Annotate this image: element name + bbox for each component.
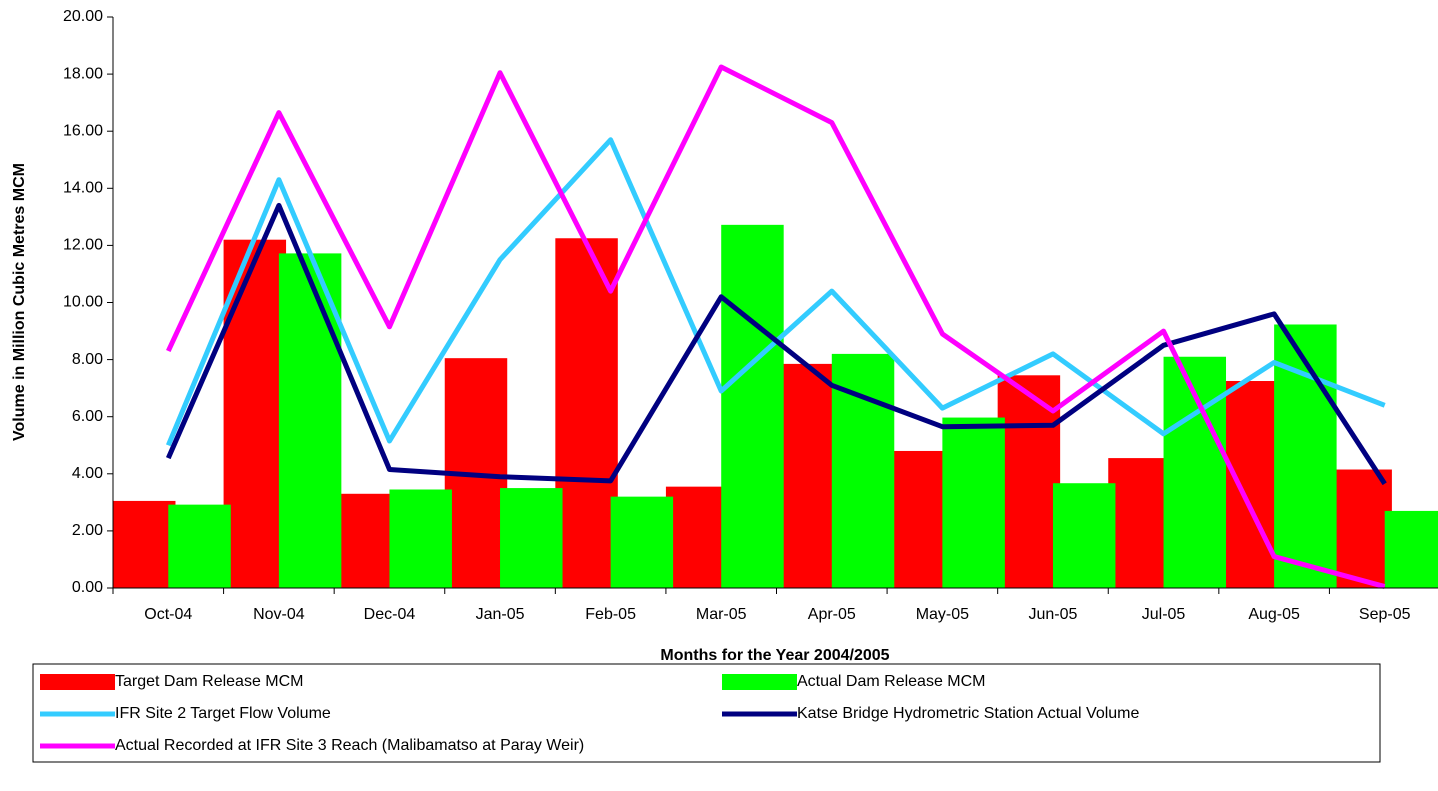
y-tick-label: 2.00 — [72, 522, 103, 539]
y-tick-label: 16.00 — [63, 122, 103, 139]
bar — [610, 496, 674, 588]
legend-swatch — [40, 674, 115, 690]
x-tick-label: Jan-05 — [476, 606, 525, 623]
bar — [113, 500, 176, 588]
y-tick-label: 18.00 — [63, 65, 103, 82]
y-tick-label: 6.00 — [72, 408, 103, 425]
bar — [776, 363, 839, 588]
y-tick-label: 0.00 — [72, 579, 103, 596]
bar — [334, 493, 397, 588]
x-tick-label: Nov-04 — [253, 606, 305, 623]
legend-swatch — [722, 674, 797, 690]
x-tick-label: Sep-05 — [1359, 606, 1411, 623]
x-tick-label: Feb-05 — [585, 606, 636, 623]
bar — [665, 486, 729, 588]
bar — [223, 239, 287, 588]
bar — [1384, 510, 1438, 588]
bar — [942, 417, 1005, 588]
x-tick-label: Jun-05 — [1028, 606, 1077, 623]
y-tick-label: 8.00 — [72, 351, 103, 368]
x-tick-label: May-05 — [916, 606, 969, 623]
x-tick-label: Dec-04 — [364, 606, 416, 623]
y-tick-label: 20.00 — [63, 8, 103, 25]
bar — [721, 224, 784, 588]
legend-label: Actual Recorded at IFR Site 3 Reach (Mal… — [115, 737, 584, 754]
x-axis-title: Months for the Year 2004/2005 — [660, 647, 889, 664]
bar — [1329, 469, 1392, 588]
y-tick-label: 14.00 — [63, 180, 103, 197]
legend-label: Actual Dam Release MCM — [797, 673, 986, 690]
x-tick-label: Jul-05 — [1142, 606, 1186, 623]
bar — [555, 238, 618, 588]
y-axis-title: Volume in Million Cubic Metres MCM — [11, 163, 28, 441]
x-tick-label: Mar-05 — [696, 606, 747, 623]
bar — [1108, 458, 1171, 588]
line — [166, 64, 1386, 590]
legend-box — [32, 663, 1381, 763]
y-tick-label: 12.00 — [63, 237, 103, 254]
bar — [389, 489, 452, 588]
bar — [168, 504, 231, 588]
bar — [831, 353, 895, 588]
legend-label: Katse Bridge Hydrometric Station Actual … — [797, 705, 1139, 722]
bar — [500, 488, 563, 588]
bar — [278, 253, 342, 589]
x-tick-label: Oct-04 — [144, 606, 192, 623]
legend-label: Target Dam Release MCM — [115, 673, 304, 690]
bar — [1052, 483, 1116, 588]
x-tick-label: Aug-05 — [1248, 606, 1300, 623]
line — [166, 202, 1387, 486]
legend-label: IFR Site 2 Target Flow Volume — [115, 705, 331, 722]
bar — [887, 450, 950, 588]
x-tick-label: Apr-05 — [808, 606, 856, 623]
y-tick-label: 10.00 — [63, 294, 103, 311]
y-tick-label: 4.00 — [72, 465, 103, 482]
